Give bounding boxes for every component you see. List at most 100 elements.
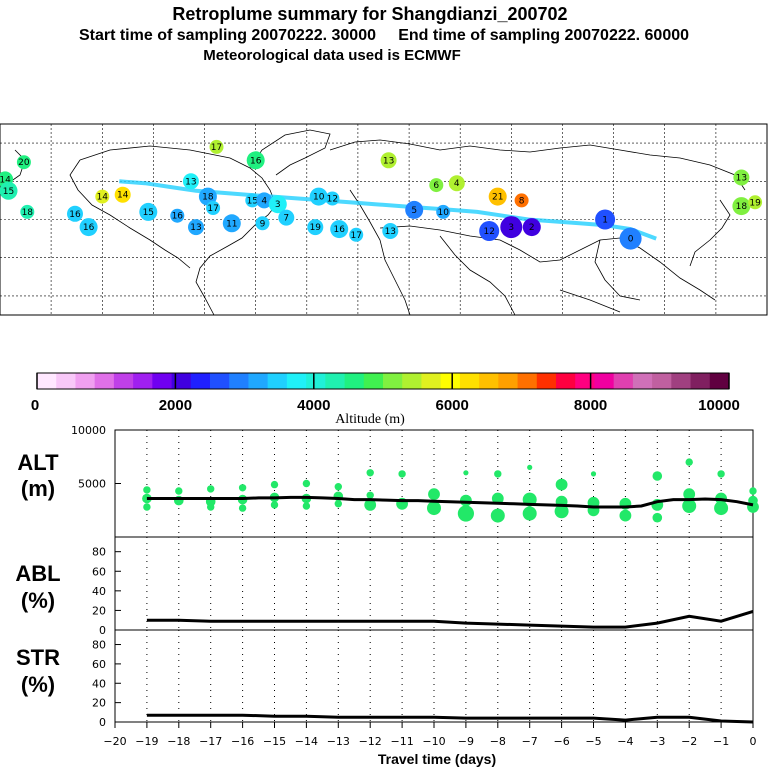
cluster-dot [749, 487, 757, 495]
cluster-label: 18 [202, 193, 214, 203]
colorbar-swatch [248, 373, 269, 389]
cluster-marker [67, 205, 83, 222]
x-tick-label: −17 [199, 735, 222, 748]
cluster-dot [270, 480, 279, 489]
colorbar-swatch [171, 373, 192, 389]
colorbar-tick-label: 2000 [159, 397, 192, 414]
panel-frame [114, 536, 754, 631]
colorbar-swatch [536, 373, 557, 389]
colorbar-swatch [709, 373, 730, 389]
colorbar-swatch [690, 373, 711, 389]
cluster-label: 4 [261, 196, 267, 206]
colorbar-swatch [594, 373, 615, 389]
y-tick-label: 20 [92, 697, 106, 710]
x-tick-label: −10 [422, 735, 445, 748]
coastline-segment [69, 159, 191, 269]
cluster-label: 13 [736, 174, 747, 184]
cluster-marker [380, 152, 397, 169]
cluster-dot [463, 470, 469, 476]
title-line-1: Retroplume summary for Shangdianzi_20070… [172, 4, 567, 24]
colorbar-swatch [210, 373, 230, 389]
coastline-segment [249, 129, 331, 176]
x-tick-label: −20 [103, 735, 126, 748]
colorbar-swatch [652, 373, 672, 389]
cluster-marker [245, 193, 260, 208]
y-tick-label: 0 [99, 716, 106, 729]
cluster-label: 6 [433, 181, 439, 191]
colorbar-swatch [383, 373, 403, 389]
cluster-label: 12 [483, 227, 494, 237]
cluster-dot [207, 485, 215, 493]
cluster-marker [330, 220, 349, 239]
y-tick-label: 10000 [71, 424, 106, 437]
cluster-dot [714, 501, 729, 516]
cluster-marker [500, 216, 523, 239]
cluster-label: 13 [383, 156, 394, 166]
cluster-label: 17 [350, 231, 361, 241]
colorbar-swatch [56, 373, 76, 389]
cluster-dot [238, 484, 247, 492]
y-tick-label: 60 [92, 658, 106, 671]
coastline-segment [689, 199, 731, 267]
cluster-marker [139, 202, 158, 221]
panel-unit-label: (m) [21, 476, 55, 501]
panel-unit-label: (%) [21, 672, 55, 697]
cluster-dot [717, 470, 725, 478]
colorbar-swatch [152, 373, 172, 389]
cluster-dot [554, 504, 569, 519]
cluster-label: 2 [529, 223, 535, 233]
cluster-label: 14 [117, 191, 129, 201]
colorbar-tick-label: 4000 [297, 397, 330, 414]
colorbar-tick-label: 6000 [436, 397, 469, 414]
cluster-dot [143, 486, 151, 494]
cluster-label: 16 [172, 212, 184, 222]
cluster-marker [325, 191, 340, 206]
cluster-marker [382, 223, 399, 239]
coastline-segment [379, 225, 716, 301]
altitude-colorbar: 0 2000 4000 6000 8000 10000 [31, 372, 740, 414]
cluster-label: 16 [83, 223, 95, 233]
cluster-dot [366, 491, 374, 499]
cluster-marker [436, 204, 451, 219]
x-tick-label: −2 [681, 735, 697, 748]
y-tick-label: 0 [99, 624, 106, 637]
cluster-dot [270, 501, 279, 509]
cluster-dot [491, 492, 504, 505]
cluster-marker [479, 221, 500, 241]
x-tick-label: 0 [750, 735, 757, 748]
cluster-dot [364, 499, 377, 511]
cluster-label: 3 [508, 223, 514, 233]
colorbar-swatch [94, 373, 115, 389]
cluster-dot [302, 479, 311, 488]
panel-abl: 0 20 40 60 80 ABL(%) [15, 536, 754, 637]
panel-unit-label: (%) [21, 588, 55, 613]
cluster-marker [255, 216, 270, 231]
cluster-dot [527, 464, 533, 470]
colorbar-swatch [133, 373, 153, 389]
cluster-marker [20, 204, 35, 219]
y-tick-label: 40 [92, 677, 106, 690]
x-tick-label: −4 [617, 735, 633, 748]
cluster-dot [302, 502, 311, 510]
cluster-label: 8 [519, 196, 525, 206]
cluster-label: 12 [327, 195, 338, 205]
colorbar-swatch [498, 373, 518, 389]
cluster-dot [143, 503, 151, 511]
colorbar-swatch [344, 373, 365, 389]
cluster-marker [748, 195, 763, 210]
cluster-marker [405, 200, 424, 219]
x-tick-label: −14 [295, 735, 318, 748]
cluster-marker [733, 169, 750, 186]
x-tick-label: −18 [167, 735, 190, 748]
cluster-dot [652, 512, 663, 523]
colorbar-swatch [575, 373, 595, 389]
cluster-marker [595, 209, 616, 230]
cluster-label: 13 [385, 227, 396, 237]
x-tick-label: −19 [135, 735, 158, 748]
colorbar-tick-label: 0 [31, 397, 39, 414]
panel-alt: 5000 10000 ALT(m) [17, 424, 759, 538]
colorbar-swatch [113, 373, 134, 389]
coastline-segment [439, 235, 516, 316]
